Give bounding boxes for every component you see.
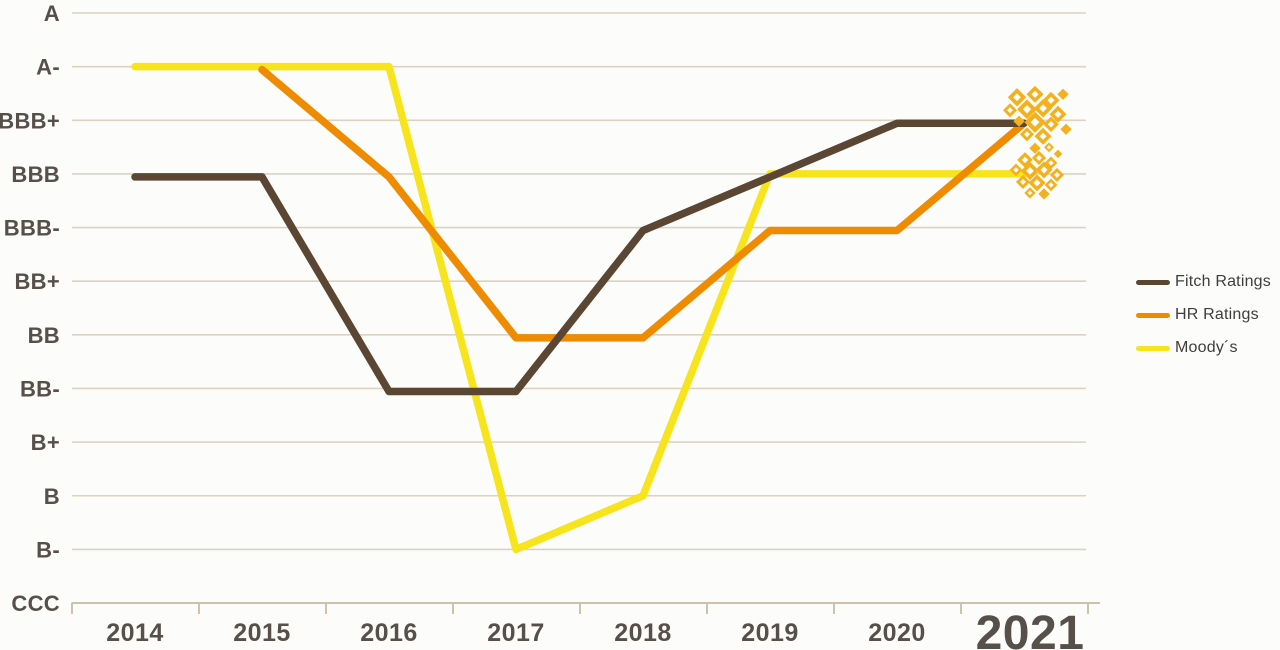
sparkle-diamond-icon [1038, 188, 1050, 200]
x-axis-label-2019: 2019 [741, 619, 799, 647]
sparkle-diamond-icon [1029, 142, 1041, 154]
sparkle-diamond-hole [1033, 179, 1041, 187]
sparkle-diamond-hole [1039, 132, 1047, 140]
legend-item-fitch: Fitch Ratings [1136, 272, 1280, 292]
y-axis-label-A-: A- [36, 55, 60, 80]
legend-item-moodys: Moody´s [1136, 338, 1280, 358]
y-axis-label-BBB-: BBB- [4, 216, 60, 241]
y-axis-label-B-: B- [36, 537, 60, 562]
sparkle-diamond-icon [1053, 149, 1063, 159]
legend-label: Moody´s [1175, 339, 1238, 356]
sparkle-diamond-hole [1027, 190, 1033, 196]
y-axis-label-B+: B+ [31, 430, 60, 455]
sparkle-diamond-icon [1060, 123, 1072, 135]
series-line-moody-s [131, 62, 1028, 554]
legend-item-hr: HR Ratings [1136, 305, 1280, 325]
legend-label: Fitch Ratings [1175, 273, 1271, 290]
sparkle-diamond-hole [1040, 166, 1048, 174]
legend: Fitch Ratings HR Ratings Moody´s [1136, 272, 1280, 358]
y-axis-label-BBB+: BBB+ [0, 108, 60, 133]
x-axis-label-2016: 2016 [360, 619, 418, 647]
legend-label: HR Ratings [1175, 306, 1259, 323]
y-axis-label-BBB: BBB [11, 162, 60, 187]
series-line-hr-ratings [258, 65, 1028, 342]
sparkle-diamond-icon [1057, 88, 1069, 100]
y-axis-label-BB: BB [28, 323, 60, 348]
x-axis-label-2015: 2015 [233, 619, 291, 647]
x-axis-label-2021: 2021 [976, 607, 1085, 650]
x-axis-label-2014: 2014 [106, 619, 164, 647]
sparkle-diamond-hole [1048, 182, 1054, 188]
y-axis-label-BB+: BB+ [14, 269, 60, 294]
hr-line-swatch-icon [1136, 312, 1170, 318]
series-line-fitch-ratings [131, 119, 1028, 396]
y-axis-label-B: B [44, 484, 60, 509]
y-axis-label-BB-: BB- [20, 376, 60, 401]
sparkle-diamond-hole [1048, 160, 1054, 166]
sparkle-diamond-hole [1046, 145, 1052, 150]
y-axis-label-CCC: CCC [11, 591, 60, 616]
y-axis-label-A: A [44, 1, 60, 26]
x-axis-label-2020: 2020 [868, 619, 926, 647]
moodys-line-swatch-icon [1136, 345, 1170, 351]
x-axis-label-2017: 2017 [487, 619, 545, 647]
sparkle-diamond-hole [1013, 167, 1019, 173]
fitch-line-swatch-icon [1136, 279, 1170, 285]
x-axis-label-2018: 2018 [614, 619, 672, 647]
